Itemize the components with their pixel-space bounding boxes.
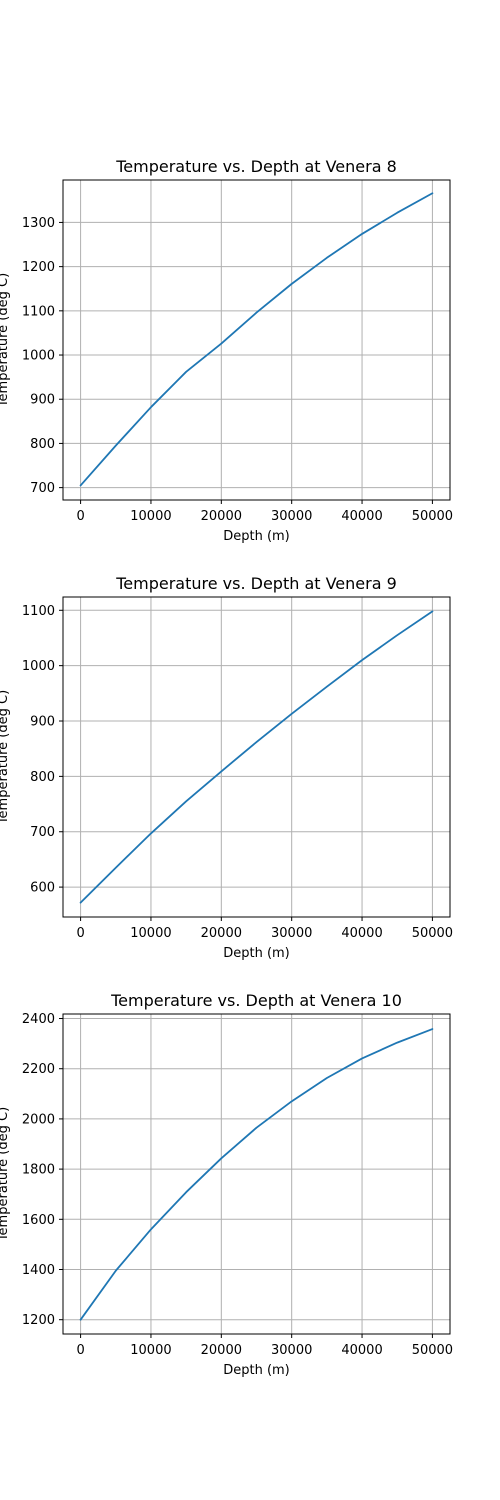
x-tick-label: 10000 (130, 926, 171, 941)
x-tick-label: 10000 (130, 509, 171, 524)
y-tick-label: 1200 (22, 1313, 55, 1328)
x-tick-label: 50000 (412, 1343, 453, 1358)
x-tick-label: 20000 (201, 509, 242, 524)
x-axis-label: Depth (m) (223, 1363, 290, 1378)
chart-title: Temperature vs. Depth at Venera 8 (115, 157, 397, 176)
x-axis-label: Depth (m) (223, 529, 290, 544)
y-tick-label: 2400 (22, 1012, 55, 1027)
chart-title: Temperature vs. Depth at Venera 9 (115, 574, 397, 593)
y-tick-label: 700 (30, 481, 55, 496)
subplot-venera-8: Temperature vs. Depth at Venera 8 Depth … (0, 157, 453, 544)
y-tick-label: 1000 (22, 349, 55, 364)
subplot-venera-9: Temperature vs. Depth at Venera 9 Depth … (0, 574, 453, 961)
axes-frame (62, 179, 451, 501)
y-tick-label: 1100 (22, 304, 55, 319)
y-tick-label: 600 (30, 881, 55, 896)
subplot-venera-10: Temperature vs. Depth at Venera 10 Depth… (0, 991, 453, 1378)
x-tick-label: 30000 (271, 926, 312, 941)
series-line (79, 192, 434, 487)
x-tick-label: 20000 (201, 926, 242, 941)
x-tick-label: 40000 (341, 926, 382, 941)
y-tick-label: 2000 (22, 1112, 55, 1127)
x-tick-label: 0 (76, 509, 84, 524)
y-tick-label: 1200 (22, 260, 55, 275)
x-tick-label: 30000 (271, 509, 312, 524)
series-line (79, 610, 434, 904)
x-tick-label: 40000 (341, 509, 382, 524)
y-tick-label: 700 (30, 825, 55, 840)
y-tick-label: 800 (30, 770, 55, 785)
x-tick-label: 10000 (130, 1343, 171, 1358)
y-tick-label: 2200 (22, 1062, 55, 1077)
y-tick-label: 1000 (22, 659, 55, 674)
y-tick-label: 900 (30, 715, 55, 730)
y-axis-label: Temperature (deg C) (0, 690, 11, 825)
axes-frame (62, 596, 451, 918)
y-axis-label: Temperature (deg C) (0, 1107, 11, 1242)
y-tick-label: 1300 (22, 216, 55, 231)
y-tick-label: 1600 (22, 1213, 55, 1228)
x-tick-label: 20000 (201, 1343, 242, 1358)
x-tick-label: 30000 (271, 1343, 312, 1358)
axes-frame (62, 1013, 451, 1335)
y-tick-label: 1400 (22, 1263, 55, 1278)
y-axis-label: Temperature (deg C) (0, 273, 11, 408)
x-tick-label: 0 (76, 1343, 84, 1358)
y-tick-label: 1100 (22, 604, 55, 619)
chart-title: Temperature vs. Depth at Venera 10 (110, 991, 402, 1010)
x-axis-label: Depth (m) (223, 946, 290, 961)
y-tick-label: 800 (30, 437, 55, 452)
x-tick-label: 40000 (341, 1343, 382, 1358)
y-tick-label: 900 (30, 393, 55, 408)
y-tick-label: 1800 (22, 1163, 55, 1178)
x-tick-label: 50000 (412, 509, 453, 524)
x-tick-label: 0 (76, 926, 84, 941)
x-tick-label: 50000 (412, 926, 453, 941)
series-line (79, 1028, 434, 1321)
